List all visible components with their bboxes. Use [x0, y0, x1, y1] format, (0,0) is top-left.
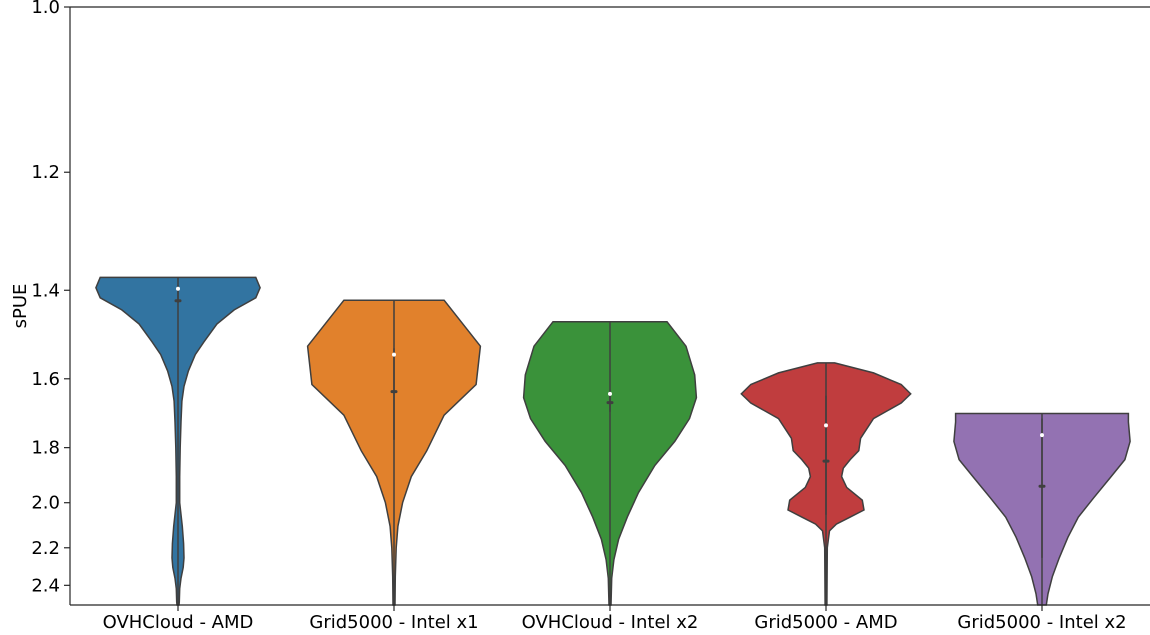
violins-layer	[95, 276, 1131, 606]
x-tick-label: OVHCloud - AMD	[103, 612, 254, 633]
y-ticks: 1.0 1.2 1.4 1.6 1.8 2.0 2.2 2.4	[31, 0, 70, 596]
y-tick-label: 1.2	[31, 162, 60, 183]
violin-iqr-box	[390, 390, 398, 394]
violin-iqr-box	[174, 299, 182, 303]
y-tick-label: 1.0	[31, 0, 60, 18]
x-tick-label: OVHCloud - Intel x2	[522, 612, 699, 633]
x-tick-label: Grid5000 - Intel x1	[309, 612, 478, 633]
y-axis-title: sPUE	[10, 284, 31, 329]
y-tick-label: 2.2	[31, 538, 60, 559]
violin-median-dot	[608, 391, 612, 396]
violin-median-dot	[176, 286, 180, 291]
y-tick-label: 2.4	[31, 575, 60, 596]
violin-iqr-box	[1038, 484, 1046, 488]
violin-iqr-box	[822, 459, 830, 463]
y-tick-label: 1.6	[31, 369, 60, 390]
y-tick-label: 1.8	[31, 438, 60, 459]
violin-median-dot	[392, 352, 396, 357]
y-tick-label: 1.4	[31, 280, 60, 301]
x-tick-label: Grid5000 - Intel x2	[957, 612, 1126, 633]
y-tick-label: 2.0	[31, 493, 60, 514]
x-ticks: OVHCloud - AMD Grid5000 - Intel x1 OVHClou…	[103, 605, 1127, 633]
x-tick-label: Grid5000 - AMD	[754, 612, 897, 633]
violin-1	[95, 276, 261, 606]
violin-median-dot	[824, 423, 828, 428]
violin-4	[740, 362, 912, 606]
violin-median-dot	[1040, 433, 1044, 438]
violin-2	[306, 299, 482, 606]
violin-3	[522, 320, 698, 606]
violin-5	[953, 412, 1131, 606]
violin-iqr-box	[606, 401, 614, 405]
